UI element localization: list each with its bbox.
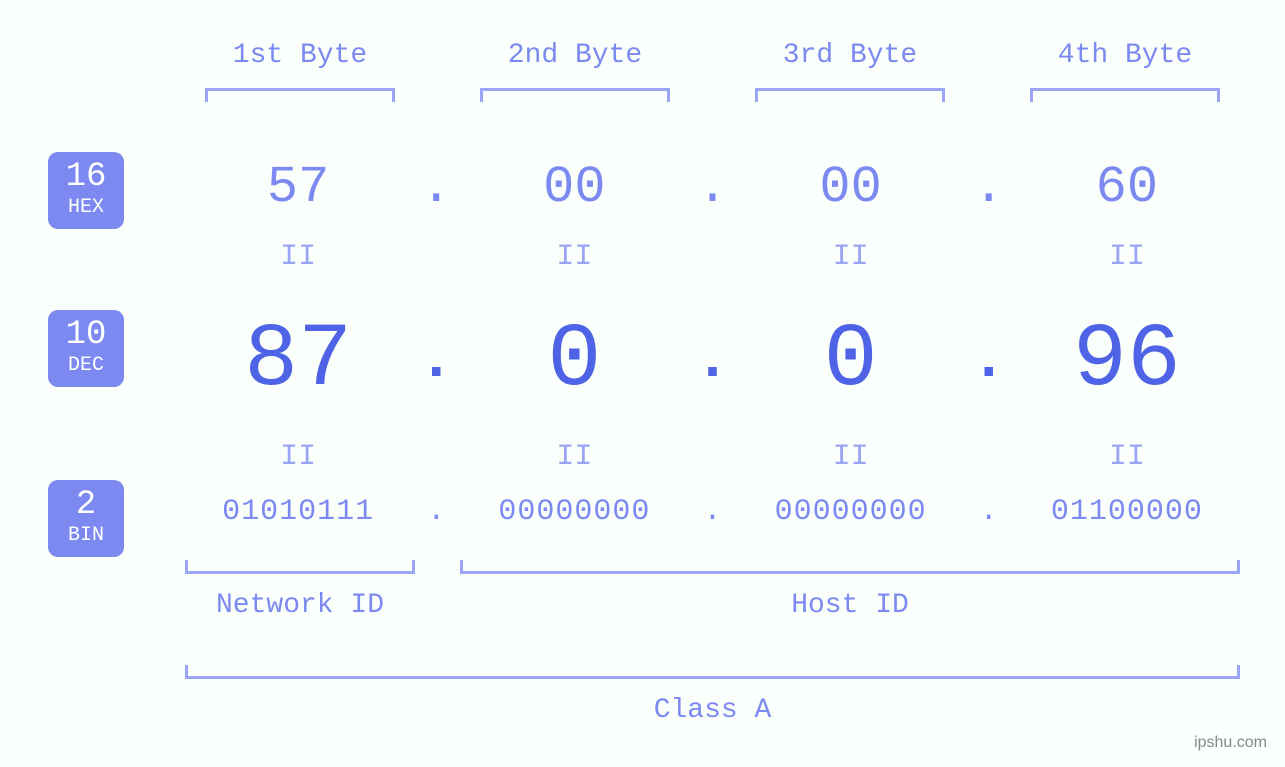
bin-byte-4: 01100000 [1009, 495, 1245, 529]
equals-icon: II [180, 240, 416, 274]
dec-byte-4: 96 [1009, 310, 1245, 412]
dot: . [969, 158, 1009, 217]
dot: . [693, 495, 733, 529]
top-bracket-1 [205, 88, 395, 102]
hex-byte-4: 60 [1009, 158, 1245, 217]
bin-base: 2 [48, 488, 124, 522]
byte-header-4: 4th Byte [1010, 40, 1240, 71]
dec-label: DEC [48, 354, 124, 377]
dot: . [693, 158, 733, 217]
hex-byte-1: 57 [180, 158, 416, 217]
dot: . [969, 327, 1009, 395]
network-id-label: Network ID [185, 590, 415, 621]
dot: . [693, 327, 733, 395]
equals-row-hex-dec: II II II II [180, 240, 1245, 274]
byte-header-1: 1st Byte [185, 40, 415, 71]
dec-row: 87 . 0 . 0 . 96 [180, 310, 1245, 412]
dec-byte-1: 87 [180, 310, 416, 412]
host-id-bracket [460, 560, 1240, 574]
dec-byte-2: 0 [456, 310, 692, 412]
equals-icon: II [456, 240, 692, 274]
bin-label: BIN [48, 524, 124, 547]
top-bracket-4 [1030, 88, 1220, 102]
top-bracket-3 [755, 88, 945, 102]
dot: . [416, 158, 456, 217]
class-label: Class A [185, 695, 1240, 726]
hex-label: HEX [48, 196, 124, 219]
bin-byte-3: 00000000 [733, 495, 969, 529]
hex-base: 16 [48, 160, 124, 194]
bin-badge: 2 BIN [48, 480, 124, 557]
class-bracket [185, 665, 1240, 679]
ip-address-diagram: 1st Byte 2nd Byte 3rd Byte 4th Byte 16 H… [0, 0, 1285, 767]
equals-icon: II [733, 440, 969, 474]
byte-header-2: 2nd Byte [460, 40, 690, 71]
dot: . [416, 327, 456, 395]
equals-icon: II [1009, 240, 1245, 274]
dot: . [416, 495, 456, 529]
dec-byte-3: 0 [733, 310, 969, 412]
bin-byte-2: 00000000 [456, 495, 692, 529]
hex-row: 57 . 00 . 00 . 60 [180, 158, 1245, 217]
watermark: ipshu.com [1194, 734, 1267, 752]
top-bracket-2 [480, 88, 670, 102]
host-id-label: Host ID [460, 590, 1240, 621]
byte-header-3: 3rd Byte [735, 40, 965, 71]
equals-row-dec-bin: II II II II [180, 440, 1245, 474]
equals-icon: II [1009, 440, 1245, 474]
dec-badge: 10 DEC [48, 310, 124, 387]
hex-byte-3: 00 [733, 158, 969, 217]
hex-badge: 16 HEX [48, 152, 124, 229]
equals-icon: II [180, 440, 416, 474]
hex-byte-2: 00 [456, 158, 692, 217]
dec-base: 10 [48, 318, 124, 352]
dot: . [969, 495, 1009, 529]
bin-byte-1: 01010111 [180, 495, 416, 529]
equals-icon: II [456, 440, 692, 474]
bin-row: 01010111 . 00000000 . 00000000 . 0110000… [180, 495, 1245, 529]
network-id-bracket [185, 560, 415, 574]
equals-icon: II [733, 240, 969, 274]
